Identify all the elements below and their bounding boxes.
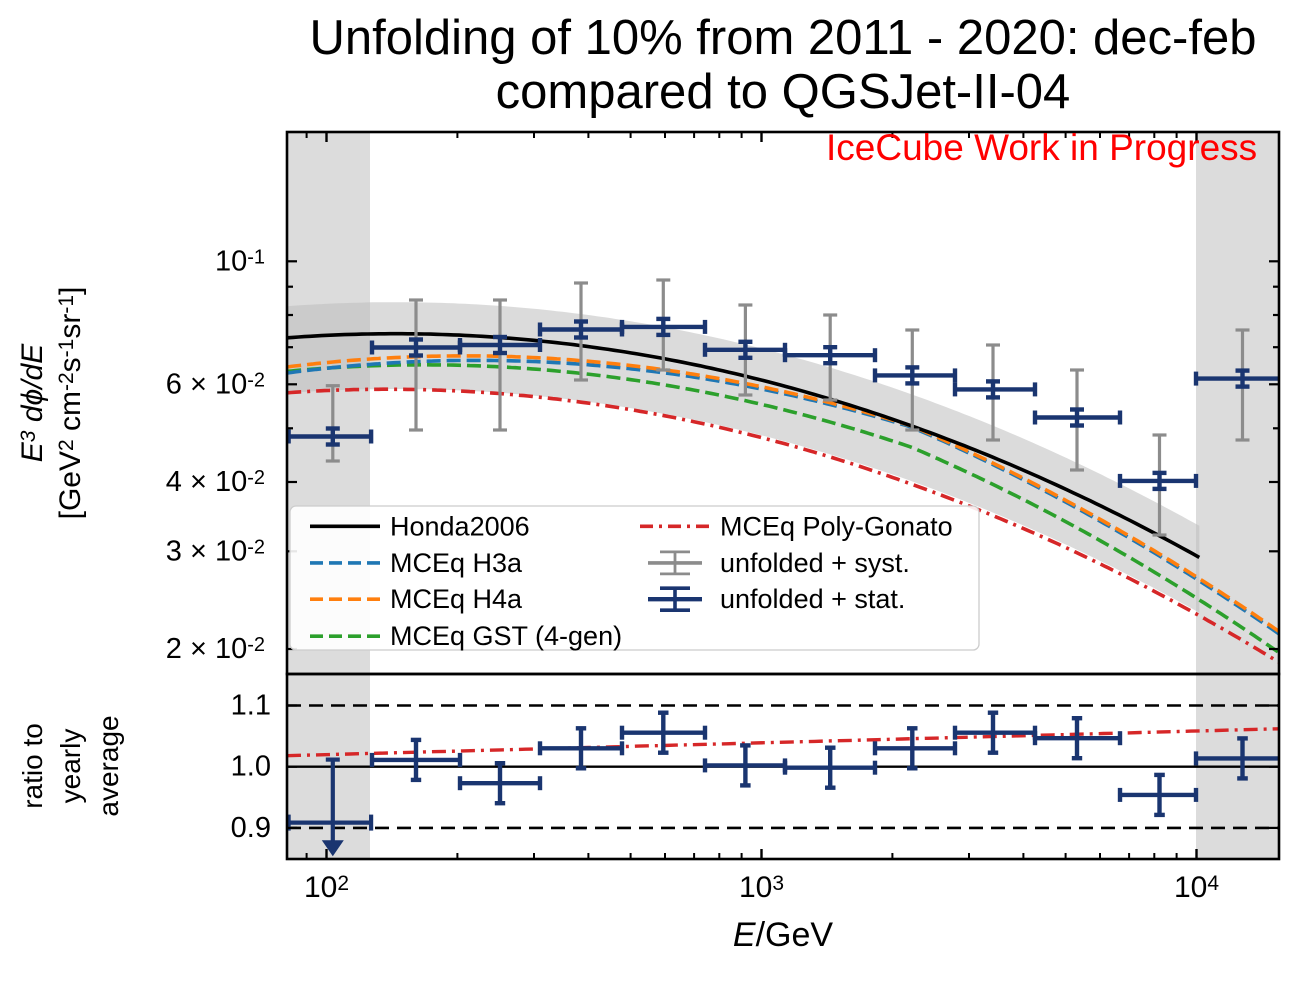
svg-text:unfolded + syst.: unfolded + syst. (720, 548, 910, 578)
svg-text:ratio to: ratio to (17, 723, 48, 809)
svg-text:MCEq H3a: MCEq H3a (390, 548, 523, 578)
svg-text:[GeV2 cm-2s-1sr-1]: [GeV2 cm-2s-1sr-1] (54, 287, 87, 520)
svg-text:MCEq Poly-Gonato: MCEq Poly-Gonato (720, 511, 953, 541)
svg-text:Unfolding of 10% from 2011 - 2: Unfolding of 10% from 2011 - 2020: dec-f… (309, 11, 1256, 65)
svg-text:1.1: 1.1 (231, 690, 271, 722)
svg-text:0.9: 0.9 (231, 812, 271, 844)
svg-text:yearly: yearly (55, 729, 86, 804)
svg-text:IceCube Work in Progress: IceCube Work in Progress (826, 127, 1257, 168)
svg-text:average: average (93, 715, 124, 816)
svg-text:Honda2006: Honda2006 (390, 511, 530, 541)
svg-text:E3 dϕ/dE: E3 dϕ/dE (16, 343, 49, 462)
svg-text:MCEq H4a: MCEq H4a (390, 584, 523, 614)
svg-text:compared to QGSJet-II-04: compared to QGSJet-II-04 (496, 65, 1071, 119)
svg-text:E/GeV: E/GeV (733, 916, 833, 954)
svg-text:unfolded + stat.: unfolded + stat. (720, 584, 905, 614)
svg-text:MCEq GST (4-gen): MCEq GST (4-gen) (390, 621, 622, 651)
svg-text:1.0: 1.0 (231, 751, 271, 783)
